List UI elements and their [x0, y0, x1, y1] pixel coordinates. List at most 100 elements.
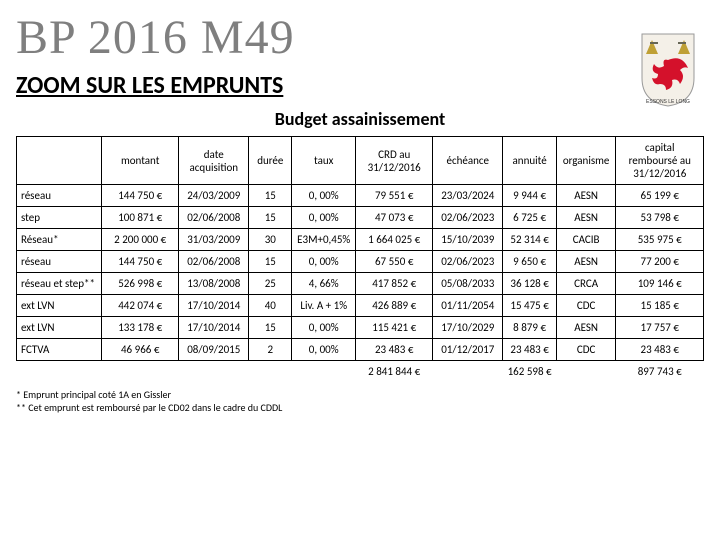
col-header: organisme	[556, 137, 616, 185]
table-cell: 13/08/2008	[179, 273, 249, 295]
table-row: FCTVA46 966 €08/09/201520, 00%23 483 €01…	[17, 339, 704, 361]
table-cell: 31/03/2009	[179, 229, 249, 251]
table-cell: 02/06/2023	[433, 251, 503, 273]
table-cell: 15	[249, 251, 292, 273]
table-cell: 4, 66%	[292, 273, 356, 295]
slide: BP 2016 M49 ESSONS LE LONG ZOOM SUR LES …	[0, 0, 720, 540]
table-cell: 426 889 €	[356, 295, 433, 317]
col-header: échéance	[433, 137, 503, 185]
table-cell: AESN	[556, 251, 616, 273]
table-cell: CDC	[556, 295, 616, 317]
table-cell: 67 550 €	[356, 251, 433, 273]
table-row: réseau144 750 €02/06/2008150, 00%67 550 …	[17, 251, 704, 273]
col-header: montant	[102, 137, 179, 185]
table-cell: ext LVN	[17, 295, 102, 317]
table-cell: 23 483 €	[356, 339, 433, 361]
table-cell: Liv. A + 1%	[292, 295, 356, 317]
table-cell: 17/10/2014	[179, 317, 249, 339]
table-cell: AESN	[556, 207, 616, 229]
table-row: ext LVN133 178 €17/10/2014150, 00%115 42…	[17, 317, 704, 339]
col-header: capital remboursé au 31/12/2016	[616, 137, 704, 185]
table-cell: 2	[249, 339, 292, 361]
table-cell: 01/11/2054	[433, 295, 503, 317]
table-cell: 02/06/2008	[179, 251, 249, 273]
table-cell: 02/06/2023	[433, 207, 503, 229]
col-header: date acquisition	[179, 137, 249, 185]
table-cell: 17 757 €	[616, 317, 704, 339]
table-caption: Budget assainissement	[16, 108, 704, 130]
table-cell: 526 998 €	[102, 273, 179, 295]
table-cell: 9 944 €	[503, 185, 556, 207]
table-cell: réseau	[17, 251, 102, 273]
table-cell: réseau et step**	[17, 273, 102, 295]
table-cell: 15	[249, 317, 292, 339]
table-cell: ext LVN	[17, 317, 102, 339]
table-cell: 79 551 €	[356, 185, 433, 207]
table-cell: 02/06/2008	[179, 207, 249, 229]
table-cell: 25	[249, 273, 292, 295]
table-cell: 40	[249, 295, 292, 317]
footnote: ** Cet emprunt est remboursé par le CD02…	[16, 401, 704, 414]
table-cell: 17/10/2014	[179, 295, 249, 317]
table-cell: 24/03/2009	[179, 185, 249, 207]
total-crd: 2 841 844 €	[356, 361, 433, 383]
col-header: annuité	[503, 137, 556, 185]
table-cell: 36 128 €	[503, 273, 556, 295]
table-cell: CRCA	[556, 273, 616, 295]
table-cell: 15/10/2039	[433, 229, 503, 251]
table-cell: AESN	[556, 185, 616, 207]
total-capital: 897 743 €	[616, 361, 704, 383]
table-cell: 0, 00%	[292, 339, 356, 361]
municipal-crest-icon: ESSONS LE LONG	[638, 30, 698, 108]
table-cell: 23/03/2024	[433, 185, 503, 207]
table-cell: 23 483 €	[503, 339, 556, 361]
table-cell: Réseau*	[17, 229, 102, 251]
table-cell: 9 650 €	[503, 251, 556, 273]
table-cell: 6 725 €	[503, 207, 556, 229]
col-header: durée	[249, 137, 292, 185]
table-cell: 77 200 €	[616, 251, 704, 273]
table-cell: 100 871 €	[102, 207, 179, 229]
table-row: réseau et step**526 998 €13/08/2008254, …	[17, 273, 704, 295]
table-cell: 15 185 €	[616, 295, 704, 317]
totals-row: 2 841 844 € 162 598 € 897 743 €	[17, 361, 704, 383]
table-cell: 52 314 €	[503, 229, 556, 251]
svg-text:ESSONS LE LONG: ESSONS LE LONG	[646, 99, 690, 105]
footnotes: * Emprunt principal coté 1A en Gissler *…	[16, 388, 704, 414]
table-cell: 8 879 €	[503, 317, 556, 339]
table-cell: 115 421 €	[356, 317, 433, 339]
table-row: Réseau*2 200 000 €31/03/200930E3M+0,45%1…	[17, 229, 704, 251]
table-cell: 23 483 €	[616, 339, 704, 361]
table-cell: 30	[249, 229, 292, 251]
total-annuite: 162 598 €	[503, 361, 556, 383]
table-cell: 01/12/2017	[433, 339, 503, 361]
table-cell: 08/09/2015	[179, 339, 249, 361]
table-cell: 0, 00%	[292, 251, 356, 273]
table-row: ext LVN442 074 €17/10/201440Liv. A + 1%4…	[17, 295, 704, 317]
section-heading: ZOOM SUR LES EMPRUNTS	[16, 71, 704, 100]
table-cell: FCTVA	[17, 339, 102, 361]
table-cell: 53 798 €	[616, 207, 704, 229]
table-row: réseau144 750 €24/03/2009150, 00%79 551 …	[17, 185, 704, 207]
table-cell: 47 073 €	[356, 207, 433, 229]
table-cell: 1 664 025 €	[356, 229, 433, 251]
table-cell: CACIB	[556, 229, 616, 251]
table-cell: AESN	[556, 317, 616, 339]
table-cell: 15 475 €	[503, 295, 556, 317]
table-cell: step	[17, 207, 102, 229]
table-cell: E3M+0,45%	[292, 229, 356, 251]
table-cell: 0, 00%	[292, 185, 356, 207]
table-cell: 0, 00%	[292, 207, 356, 229]
table-cell: 144 750 €	[102, 185, 179, 207]
table-cell: 65 199 €	[616, 185, 704, 207]
col-header: taux	[292, 137, 356, 185]
footnote: * Emprunt principal coté 1A en Gissler	[16, 388, 704, 401]
table-row: step100 871 €02/06/2008150, 00%47 073 €0…	[17, 207, 704, 229]
table-cell: 109 146 €	[616, 273, 704, 295]
table-cell: 15	[249, 185, 292, 207]
table-cell: 17/10/2029	[433, 317, 503, 339]
table-cell: 0, 00%	[292, 317, 356, 339]
page-title: BP 2016 M49	[16, 10, 704, 65]
table-cell: 133 178 €	[102, 317, 179, 339]
table-cell: réseau	[17, 185, 102, 207]
